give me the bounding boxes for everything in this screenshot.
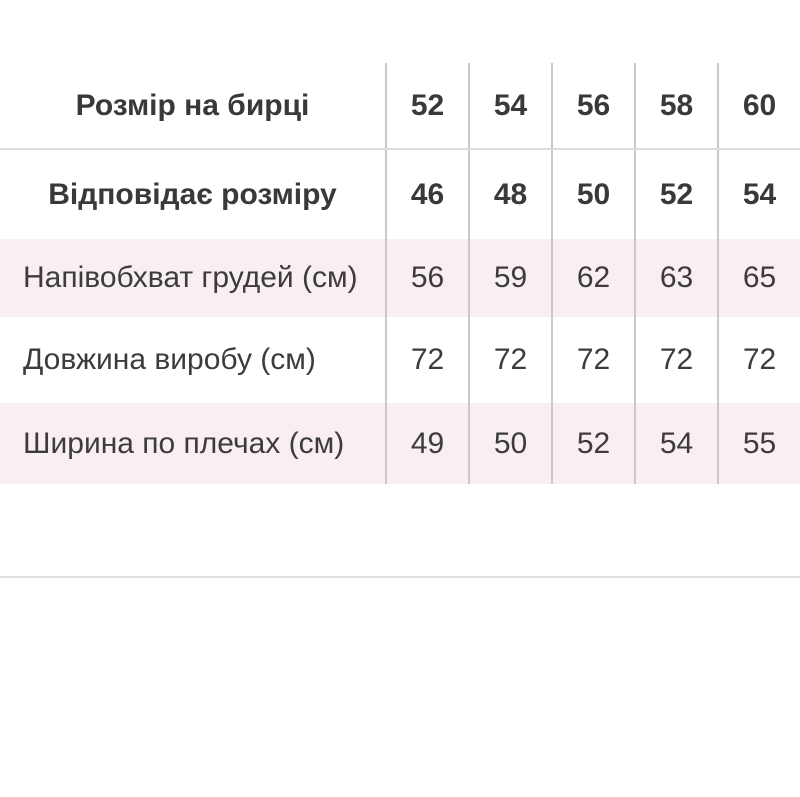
row-label: Відповідає розміру (48, 177, 337, 211)
measure-cell: 59 (468, 239, 551, 317)
row-label: Розмір на бирці (75, 88, 310, 122)
measure-cell: 55 (717, 403, 800, 484)
size-cell: 54 (468, 63, 551, 148)
size-cell: 56 (551, 63, 634, 148)
table-row-size-on-tag: Розмір на бирці 52 54 56 58 60 (0, 63, 800, 150)
section-divider (0, 576, 800, 578)
table-row-corresponds-to-size: Відповідає розміру 46 48 50 52 54 (0, 150, 800, 239)
measure-cell: 63 (634, 239, 717, 317)
size-cell: 50 (551, 150, 634, 239)
measure-cell: 54 (634, 403, 717, 484)
size-cell: 60 (717, 63, 800, 148)
measure-cell: 72 (634, 317, 717, 403)
size-chart-table: Розмір на бирці 52 54 56 58 60 Відповіда… (0, 63, 800, 484)
size-cell: 46 (385, 150, 468, 239)
size-cell: 58 (634, 63, 717, 148)
measure-cell: 52 (551, 403, 634, 484)
row-label: Напівобхват грудей (см) (23, 261, 358, 294)
table-row-shoulder-width: Ширина по плечах (см) 49 50 52 54 55 (0, 403, 800, 484)
row-label: Ширина по плечах (см) (23, 426, 345, 460)
measure-cell: 62 (551, 239, 634, 317)
size-cell: 54 (717, 150, 800, 239)
measure-cell: 72 (385, 317, 468, 403)
size-cell: 48 (468, 150, 551, 239)
measure-cell: 49 (385, 403, 468, 484)
measure-cell: 56 (385, 239, 468, 317)
size-cell: 52 (634, 150, 717, 239)
table-row-item-length: Довжина виробу (см) 72 72 72 72 72 (0, 317, 800, 403)
measure-cell: 72 (551, 317, 634, 403)
size-cell: 52 (385, 63, 468, 148)
table-row-half-chest: Напівобхват грудей (см) 56 59 62 63 65 (0, 239, 800, 317)
measure-cell: 72 (468, 317, 551, 403)
measure-cell: 50 (468, 403, 551, 484)
measure-cell: 72 (717, 317, 800, 403)
measure-cell: 65 (717, 239, 800, 317)
row-label: Довжина виробу (см) (23, 343, 316, 376)
